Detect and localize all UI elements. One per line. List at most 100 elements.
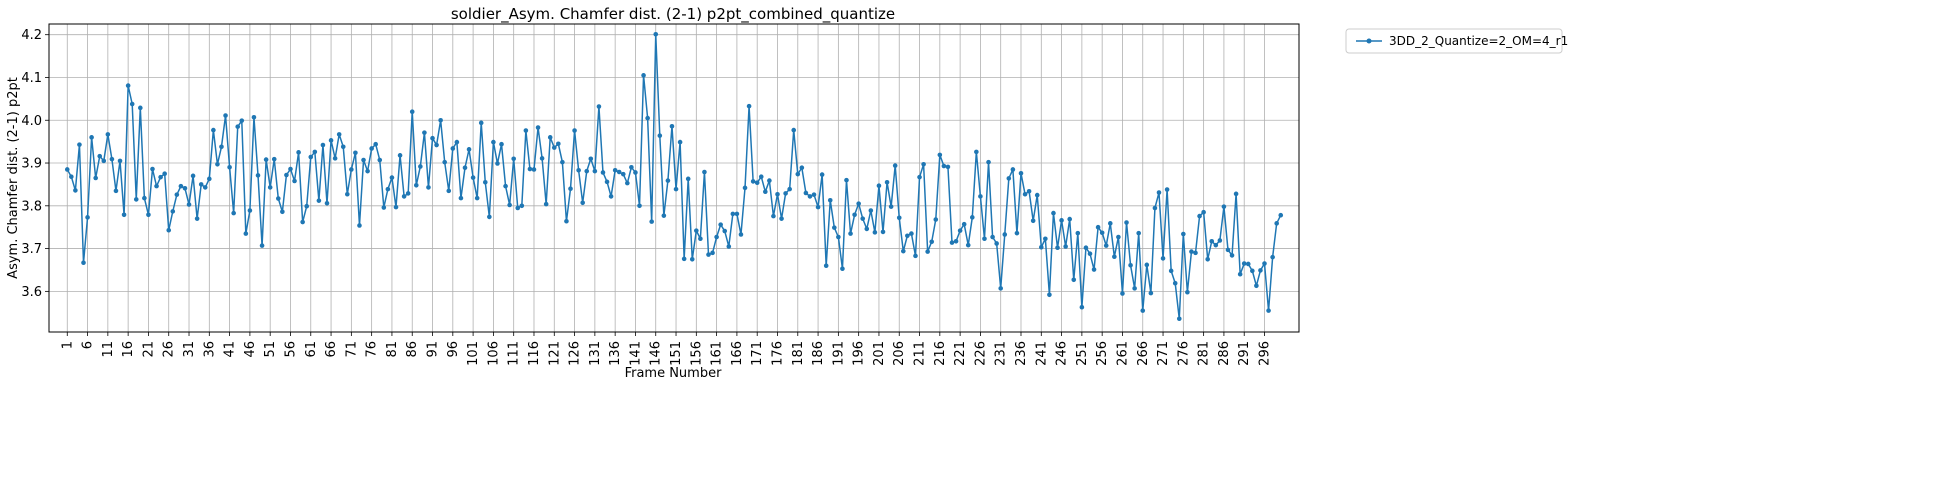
legend: 3DD_2_Quantize=2_OM=4_r1 <box>1345 28 1568 54</box>
x-tick-label: 161 <box>710 341 725 366</box>
data-point <box>1221 204 1227 209</box>
data-point <box>645 115 650 121</box>
x-tick-label: 246 <box>1055 341 1070 366</box>
data-point <box>1189 249 1194 254</box>
data-point <box>1014 230 1020 236</box>
data-point <box>604 179 610 185</box>
data-point <box>1018 170 1024 176</box>
data-point <box>580 200 585 206</box>
data-point <box>815 204 821 210</box>
data-point <box>795 171 801 177</box>
data-point <box>466 147 472 152</box>
data-point <box>105 132 111 137</box>
data-point <box>641 73 646 78</box>
data-point <box>487 214 492 220</box>
data-point <box>823 263 829 268</box>
data-point <box>1034 192 1040 198</box>
data-point <box>251 114 257 120</box>
data-point <box>259 243 265 248</box>
data-point <box>365 168 370 174</box>
data-point <box>551 145 557 150</box>
data-point <box>316 198 322 203</box>
data-point <box>495 161 500 166</box>
x-tick-label: 296 <box>1258 341 1273 366</box>
y-tick-label: 4.0 <box>21 114 42 129</box>
data-point <box>1237 271 1243 277</box>
data-point <box>560 159 565 165</box>
data-point <box>1258 268 1263 273</box>
data-point <box>215 162 220 167</box>
data-point <box>1225 247 1231 253</box>
data-point <box>543 201 549 207</box>
data-point <box>637 203 642 209</box>
data-point <box>527 166 533 172</box>
y-tick-label: 4.2 <box>21 28 42 43</box>
x-tick-label: 46 <box>243 341 258 358</box>
data-point <box>698 236 703 242</box>
data-point <box>925 249 930 254</box>
x-tick-label: 286 <box>1217 341 1232 366</box>
x-tick-label: 81 <box>385 341 400 358</box>
data-point <box>884 179 890 185</box>
x-tick-label: 111 <box>507 341 522 366</box>
data-point <box>620 171 626 177</box>
data-point <box>779 216 784 221</box>
data-point <box>807 194 813 199</box>
data-point <box>1136 230 1141 236</box>
data-point <box>1266 308 1271 313</box>
x-tick-label: 61 <box>304 341 319 358</box>
y-tick-label: 4.1 <box>21 71 42 86</box>
x-tick-label: 26 <box>162 341 177 358</box>
x-tick-label: 11 <box>101 341 116 358</box>
x-axis-title: Frame Number <box>625 366 723 381</box>
data-point <box>312 149 318 155</box>
data-point <box>1132 286 1137 291</box>
data-point <box>1120 291 1125 296</box>
data-point <box>596 104 602 109</box>
data-point <box>1205 256 1210 262</box>
data-point <box>284 172 289 178</box>
data-point <box>239 118 245 123</box>
x-tick-label: 271 <box>1156 341 1171 366</box>
x-tick-label: 1 <box>60 341 75 349</box>
data-point <box>150 166 155 172</box>
data-point <box>896 215 902 221</box>
data-point <box>836 234 841 240</box>
x-tick-label: 56 <box>283 341 298 358</box>
data-point <box>742 185 748 191</box>
data-point <box>990 234 995 240</box>
y-axis-ticks: 3.6 3.7 3.8 3.9 4.0 4.1 4.2 <box>21 28 49 300</box>
data-point <box>1091 267 1097 272</box>
data-point <box>491 139 496 145</box>
data-point <box>247 208 253 213</box>
data-point <box>1026 188 1032 194</box>
x-tick-label: 91 <box>426 341 441 358</box>
data-point <box>811 192 817 197</box>
data-point <box>1087 251 1093 257</box>
x-tick-label: 71 <box>344 341 359 358</box>
data-point <box>1176 316 1182 322</box>
data-point <box>1241 261 1247 266</box>
data-point <box>332 156 338 161</box>
data-point <box>219 144 224 150</box>
data-point <box>1144 262 1150 268</box>
data-point <box>1197 213 1202 219</box>
data-point <box>304 203 310 209</box>
data-point <box>93 175 98 181</box>
x-tick-label: 36 <box>202 341 217 358</box>
data-point <box>588 156 594 162</box>
x-tick-label: 266 <box>1136 341 1151 366</box>
x-tick-label: 66 <box>324 341 339 358</box>
data-point <box>629 165 634 170</box>
data-point <box>633 170 638 175</box>
data-point <box>389 175 395 180</box>
data-point <box>998 286 1003 291</box>
data-point <box>1185 289 1190 295</box>
data-point <box>142 195 147 201</box>
plot-area-frame <box>48 23 1300 333</box>
data-point <box>840 266 845 271</box>
data-point <box>547 135 553 140</box>
y-tick-label: 3.8 <box>21 199 42 214</box>
data-point <box>1140 308 1146 313</box>
data-point <box>726 244 732 249</box>
